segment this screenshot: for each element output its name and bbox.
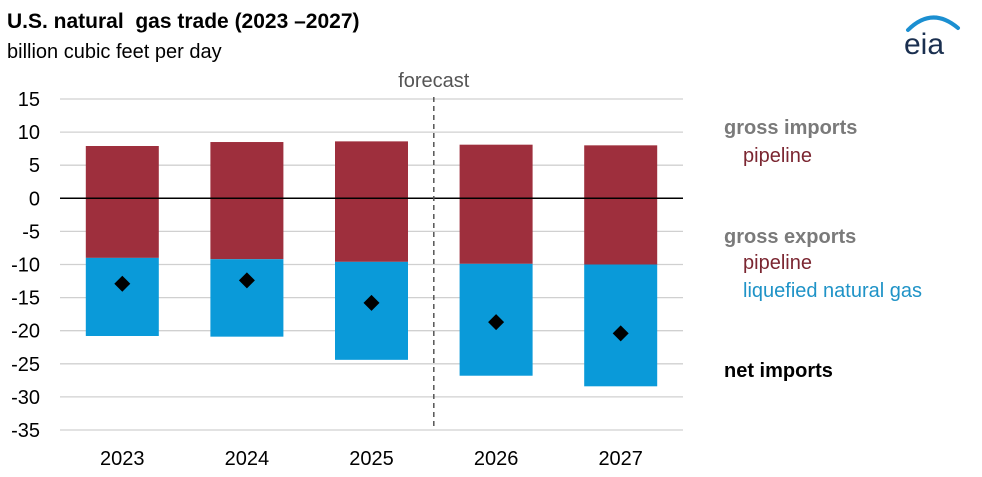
net-imports-marker: [238, 272, 255, 289]
y-tick-label: -25: [11, 354, 40, 376]
x-tick-label: 2025: [349, 448, 394, 470]
legend-gross-imports: gross imports: [724, 117, 858, 139]
y-tick-label: -10: [11, 255, 40, 277]
bar-imports-pipeline: [459, 144, 533, 199]
legend-exports-lng: liquefied natural gas: [743, 280, 923, 302]
legend-net-imports: net imports: [724, 360, 833, 382]
bar-exports-lng: [85, 257, 159, 336]
x-tick-label: 2026: [474, 448, 519, 470]
net-imports-marker: [114, 275, 131, 292]
net-imports-marker: [612, 325, 629, 342]
bar-imports-pipeline: [584, 145, 658, 199]
bar-imports-pipeline: [210, 142, 284, 199]
net-imports-marker: [363, 294, 380, 311]
bar-exports-lng: [210, 259, 284, 337]
bar-exports-pipeline: [459, 198, 533, 264]
y-tick-label: -15: [11, 288, 40, 310]
x-tick-label: 2027: [598, 448, 643, 470]
y-tick-label: 0: [29, 188, 40, 210]
forecast-label: forecast: [398, 70, 470, 92]
chart-subtitle: billion cubic feet per day: [7, 41, 222, 63]
logo-text: eia: [904, 28, 944, 58]
x-tick-label: 2024: [225, 448, 270, 470]
x-tick-label: 2023: [100, 448, 145, 470]
bar-exports-pipeline: [335, 198, 408, 262]
y-tick-label: -30: [11, 387, 40, 409]
bar-imports-pipeline: [335, 141, 408, 199]
net-imports-marker: [488, 314, 505, 331]
logo-arc: [906, 15, 960, 32]
chart-title: U.S. natural gas trade (2023 –2027): [7, 10, 360, 33]
x-tick-labels: 2023 2024 2025 2026 2027: [100, 448, 643, 470]
bar-exports-pipeline: [210, 198, 284, 260]
legend-imports-pipeline: pipeline: [743, 145, 812, 167]
y-tick-label: -35: [11, 420, 40, 442]
y-tick-label: 5: [29, 155, 40, 177]
legend-exports-pipeline: pipeline: [743, 252, 812, 274]
y-tick-labels: 15 10 5 0 -5 -10 -15 -20 -25 -30 -35: [11, 89, 40, 442]
bar-exports-pipeline: [584, 198, 658, 265]
y-tick-label: -20: [11, 321, 40, 343]
bar-exports-pipeline: [85, 198, 159, 258]
bars: [85, 141, 658, 387]
y-tick-label: 10: [18, 122, 40, 144]
y-tick-label: -5: [22, 221, 40, 243]
bar-imports-pipeline: [85, 146, 159, 199]
net-import-markers: [114, 272, 629, 342]
eia-logo: eia: [904, 15, 960, 58]
legend-gross-exports: gross exports: [724, 226, 857, 248]
y-tick-label: 15: [18, 89, 40, 111]
